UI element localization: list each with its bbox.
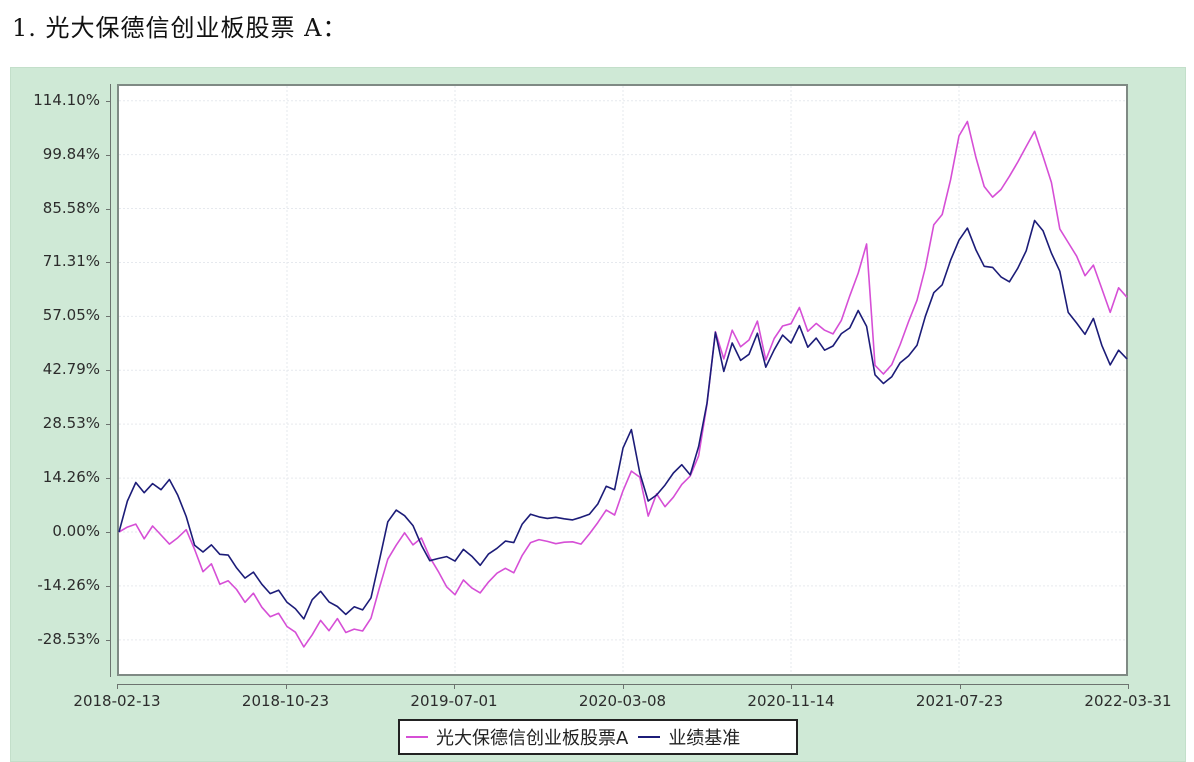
x-tick-mark <box>454 684 455 689</box>
y-tick-label: 99.84% <box>42 144 100 163</box>
x-tick-label: 2019-07-01 <box>410 692 498 710</box>
y-axis <box>110 84 111 677</box>
x-tick-mark <box>117 684 118 689</box>
x-tick-label: 2022-03-31 <box>1084 692 1172 710</box>
y-tick-label: -28.53% <box>37 629 100 648</box>
y-tick-label: 85.58% <box>42 198 100 217</box>
x-tick-label: 2018-10-23 <box>241 692 330 710</box>
y-tick-label: 71.31% <box>42 252 100 271</box>
y-tick-mark <box>106 154 111 156</box>
x-tick-label: 2021-07-23 <box>915 692 1004 710</box>
y-tick-mark <box>106 585 111 587</box>
y-tick-mark <box>106 208 111 210</box>
y-tick-label: -14.26% <box>37 575 100 594</box>
legend-item-fund: 光大保德信创业板股票A <box>406 724 628 750</box>
y-tick-mark <box>106 370 111 372</box>
x-tick-mark <box>285 684 287 689</box>
x-tick-mark <box>1128 684 1129 689</box>
legend-label-fund: 光大保德信创业板股票A <box>436 728 629 749</box>
x-tick-mark <box>959 684 961 689</box>
x-tick-mark <box>622 684 624 689</box>
y-tick-label: 14.26% <box>42 468 100 487</box>
y-tick-mark <box>106 100 111 102</box>
benchmark-series-line <box>118 219 1128 620</box>
y-tick-mark <box>106 532 111 533</box>
chart-legend: 光大保德信创业板股票A 业绩基准 <box>398 719 798 755</box>
y-tick-label: 114.10% <box>33 90 100 109</box>
y-tick-label: 28.53% <box>42 414 100 433</box>
y-tick-mark <box>106 262 111 264</box>
x-tick-label: 2018-02-13 <box>73 692 161 710</box>
legend-label-benchmark: 业绩基准 <box>668 728 741 749</box>
y-tick-mark <box>106 639 111 641</box>
gridlines <box>119 86 1127 674</box>
fund-series-line <box>118 120 1128 648</box>
y-tick-mark <box>106 424 111 426</box>
y-tick-label: 57.05% <box>42 306 100 325</box>
y-tick-mark <box>106 316 111 318</box>
legend-item-benchmark: 业绩基准 <box>638 724 740 750</box>
x-tick-label: 2020-03-08 <box>578 692 667 710</box>
benchmark-swatch-icon <box>638 736 661 738</box>
x-tick-label: 2020-11-14 <box>747 692 835 710</box>
y-tick-label: 42.79% <box>42 360 100 379</box>
y-tick-mark <box>106 478 111 480</box>
y-tick-label: 0.00% <box>52 522 100 540</box>
x-tick-mark <box>791 684 792 689</box>
section-heading: 1. 光大保德信创业板股票 A： <box>12 14 348 42</box>
fund-swatch-icon <box>406 736 428 738</box>
